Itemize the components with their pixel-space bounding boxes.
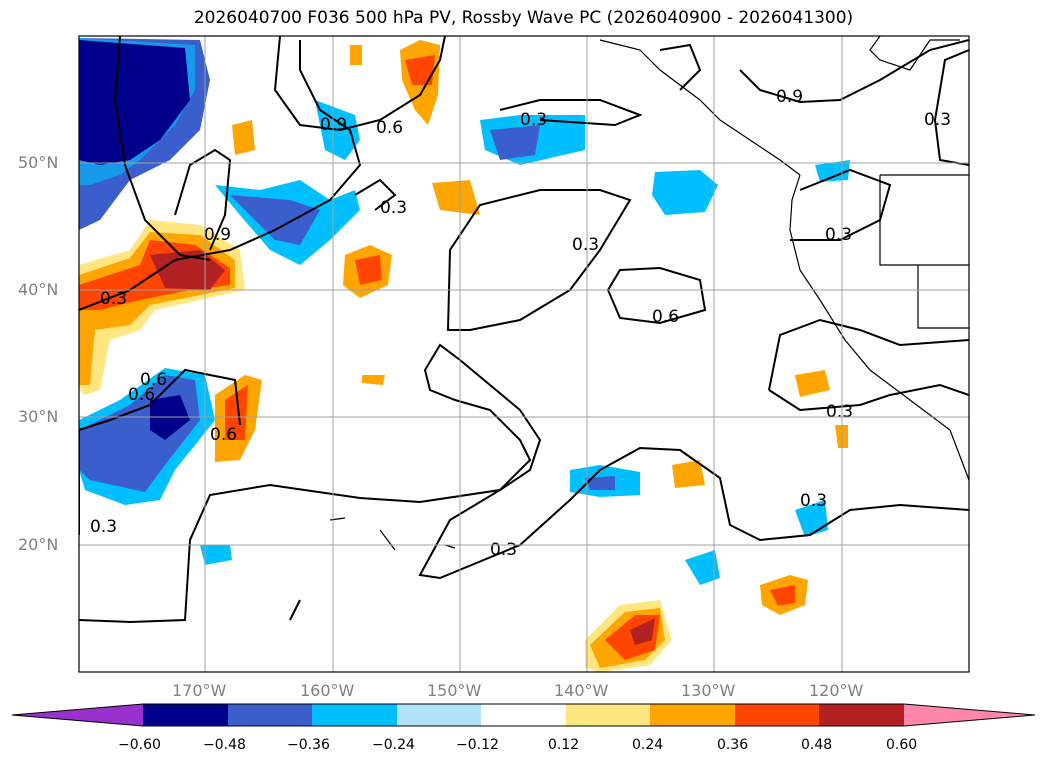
colorbar-extend-high <box>904 704 1035 726</box>
map-title: 2026040700 F036 500 hPa PV, Rossby Wave … <box>193 8 854 28</box>
contour-label: 0.3 <box>825 225 852 245</box>
contour-label: 0.3 <box>90 517 117 537</box>
lon-label: 120°W <box>809 681 864 700</box>
colorbar-bin <box>143 704 228 726</box>
contour-label: 0.6 <box>210 425 237 445</box>
colorbar-extend-low <box>12 704 143 726</box>
lon-label: 160°W <box>300 681 355 700</box>
pc-contours <box>79 36 969 624</box>
colorbar-tick: −0.60 <box>118 737 161 753</box>
contour-labels: 0.9 0.6 0.3 0.3 0.9 0.3 0.3 0.3 0.9 0.3 … <box>90 87 951 560</box>
lon-label: 130°W <box>681 681 736 700</box>
colorbar-tick: −0.48 <box>203 737 246 753</box>
contour-label: 0.3 <box>520 110 547 130</box>
colorbar-bin <box>228 704 312 726</box>
colorbar-tick: 0.24 <box>632 737 664 753</box>
colorbar-outline <box>11 703 1036 727</box>
contour-label: 0.3 <box>924 110 951 130</box>
contour-label: 0.9 <box>204 225 231 245</box>
colorbar-tick: 0.48 <box>801 737 833 753</box>
lat-label: 30°N <box>18 407 59 426</box>
colorbar-tick: −0.12 <box>456 737 499 753</box>
colorbar-bin <box>397 704 481 726</box>
contour-label: 0.9 <box>320 115 347 135</box>
colorbar-bin <box>650 704 735 726</box>
map-frame <box>78 35 970 673</box>
contour-label: 0.3 <box>490 540 517 560</box>
colorbar <box>11 703 1036 727</box>
colorbar-bin <box>481 704 566 726</box>
contour-label: 0.3 <box>100 289 127 309</box>
contour-label: 0.3 <box>826 402 853 422</box>
contour-label: 0.3 <box>572 235 599 255</box>
contour-label: 0.3 <box>380 198 407 218</box>
colorbar-tick: −0.24 <box>372 737 415 753</box>
lon-label: 140°W <box>554 681 609 700</box>
contour-label: 0.3 <box>800 491 827 511</box>
colorbar-bin <box>819 704 904 726</box>
lat-label: 20°N <box>18 535 59 554</box>
contour-label: 0.6 <box>140 370 167 390</box>
contour-label: 0.6 <box>652 307 679 327</box>
colorbar-tick: 0.12 <box>548 737 580 753</box>
lon-label: 170°W <box>172 681 227 700</box>
coastlines <box>329 36 969 551</box>
graticule <box>79 36 969 672</box>
colorbar-tick: 0.60 <box>886 737 918 753</box>
contour-label: 0.9 <box>776 87 803 107</box>
colorbar-tick: −0.36 <box>287 737 330 753</box>
colorbar-bin <box>735 704 819 726</box>
colorbar-bin <box>312 704 397 726</box>
colorbar-tick: 0.36 <box>717 737 749 753</box>
contour-label: 0.6 <box>376 118 403 138</box>
lat-label: 40°N <box>18 280 59 299</box>
lon-label: 150°W <box>427 681 482 700</box>
lat-label: 50°N <box>18 153 59 172</box>
contour-label: 0.6 <box>128 385 155 405</box>
colorbar-bin <box>566 704 650 726</box>
